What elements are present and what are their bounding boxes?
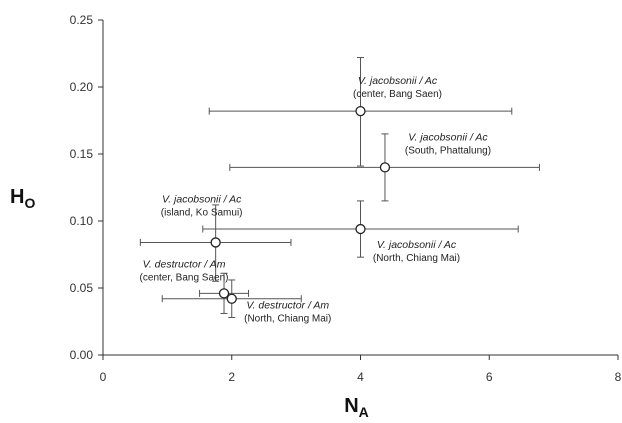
data-point-p6 bbox=[226, 293, 237, 304]
data-point-p4 bbox=[210, 237, 221, 248]
data-point-p1 bbox=[355, 105, 366, 117]
annotation-title: V. destructor / Am bbox=[143, 258, 226, 270]
x-tick-label: 4 bbox=[357, 370, 364, 384]
annotation-location: (North, Chiang Mai) bbox=[373, 253, 460, 264]
annotation-p6: V. destructor / Am (North, Chiang Mai) bbox=[244, 300, 331, 325]
x-axis-title: NA bbox=[344, 395, 369, 420]
annotation-title: V. destructor / Am bbox=[246, 300, 329, 312]
y-axis-title-main: H bbox=[10, 186, 24, 208]
x-axis-title-main: N bbox=[344, 395, 358, 417]
point-annotations: V. jacobsonii / Ac(center, Bang Saen)V. … bbox=[140, 75, 491, 325]
y-tick-label: 0.00 bbox=[70, 348, 94, 362]
annotation-p2: V. jacobsonii / Ac (South, Phattalung) bbox=[405, 131, 491, 156]
y-tick-label: 0.10 bbox=[70, 214, 94, 228]
data-points bbox=[210, 105, 391, 304]
y-tick-label: 0.05 bbox=[70, 281, 94, 295]
annotation-p4: V. jacobsonii / Ac (island, Ko Samui) bbox=[161, 193, 243, 218]
data-point-p2 bbox=[379, 162, 391, 173]
annotation-p1: V. jacobsonii / Ac (center, Bang Saen) bbox=[353, 75, 442, 100]
x-tick-label: 2 bbox=[228, 370, 235, 384]
x-tick-label: 8 bbox=[615, 370, 622, 384]
annotation-location: (South, Phattalung) bbox=[405, 145, 491, 156]
annotation-title: V. jacobsonii / Ac bbox=[377, 239, 457, 251]
annotation-title: V. jacobsonii / Ac bbox=[358, 75, 438, 87]
annotation-title: V. jacobsonii / Ac bbox=[162, 193, 242, 205]
data-point-p5 bbox=[218, 288, 230, 299]
y-tick-label: 0.20 bbox=[70, 80, 94, 94]
annotation-location: (North, Chiang Mai) bbox=[244, 314, 331, 325]
x-axis-title-subscript: A bbox=[359, 404, 369, 420]
y-tick-label: 0.15 bbox=[70, 147, 94, 161]
x-tick-label: 0 bbox=[100, 370, 107, 384]
annotation-p3: V. jacobsonii / Ac (North, Chiang Mai) bbox=[373, 239, 460, 264]
y-axis-title: HO bbox=[10, 186, 35, 211]
y-tick-label: 0.25 bbox=[70, 13, 94, 27]
annotation-location: (center, Bang Saen) bbox=[353, 89, 442, 100]
data-point-p3 bbox=[355, 223, 366, 235]
annotation-p5: V. destructor / Am (center, Bang Saen) bbox=[140, 258, 229, 283]
annotation-title: V. jacobsonii / Ac bbox=[408, 131, 488, 143]
annotation-location: (island, Ko Samui) bbox=[161, 207, 243, 218]
axis-ticks: 0.00 0.05 0.10 0.15 0.20 0.25 0 2 4 6 8 bbox=[70, 13, 622, 384]
y-axis-title-subscript: O bbox=[24, 195, 35, 211]
x-tick-label: 6 bbox=[486, 370, 493, 384]
annotation-location: (center, Bang Saen) bbox=[140, 272, 229, 283]
